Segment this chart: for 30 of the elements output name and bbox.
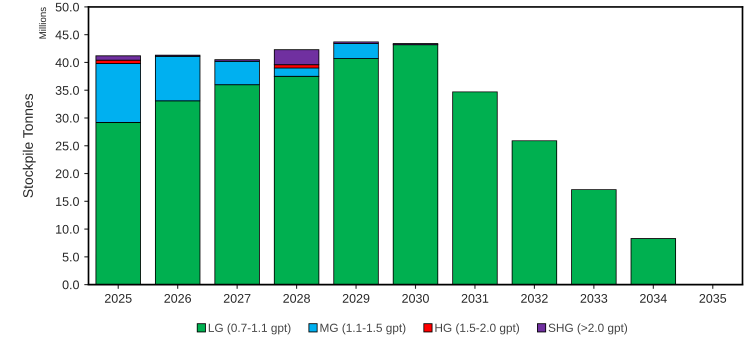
text: Millions xyxy=(38,7,46,39)
x-tick-label: 2027 xyxy=(224,294,250,303)
y-tick-label: 35.0 xyxy=(56,86,79,95)
legend-label: MG (1.1-1.5 gpt) xyxy=(320,323,406,334)
legend-label: SHG (>2.0 gpt) xyxy=(548,323,628,334)
y-tick-label: 50.0 xyxy=(56,2,79,12)
y-tick-label: 45.0 xyxy=(55,30,79,40)
bar xyxy=(274,49,320,66)
y-tick-label: 20.0 xyxy=(56,169,79,178)
x-tick-label: 2029 xyxy=(342,294,370,303)
y-tick-label: 15.0 xyxy=(56,197,79,206)
x-tick-label: 2028 xyxy=(283,294,310,303)
x-tick-label: 2033 xyxy=(580,294,608,303)
x-tick-label: 2034 xyxy=(640,294,667,303)
x-tick-label: 2032 xyxy=(521,294,548,303)
y-tick-label: 0.0 xyxy=(62,280,79,290)
legend-label: LG (0.7-1.1 gpt) xyxy=(208,323,290,334)
legend-label: HG (1.5-2.0 gpt) xyxy=(435,323,519,334)
x-tick-label: 2031 xyxy=(462,294,488,303)
x-tick-label: 2035 xyxy=(700,294,726,303)
x-tick-label: 2025 xyxy=(104,294,132,303)
x-tick-label: 2030 xyxy=(402,294,429,303)
y-tick-label: 40.0 xyxy=(55,58,79,68)
y-tick-label: 30.0 xyxy=(56,114,79,123)
y-tick-label: 5.0 xyxy=(62,252,79,262)
y-tick-label: 25.0 xyxy=(56,142,79,150)
x-tick-label: 2026 xyxy=(164,294,192,303)
y-axis-title: Stockpile Tonnes xyxy=(22,94,36,198)
y-tick-label: 10.0 xyxy=(56,224,79,234)
bar xyxy=(96,55,141,61)
